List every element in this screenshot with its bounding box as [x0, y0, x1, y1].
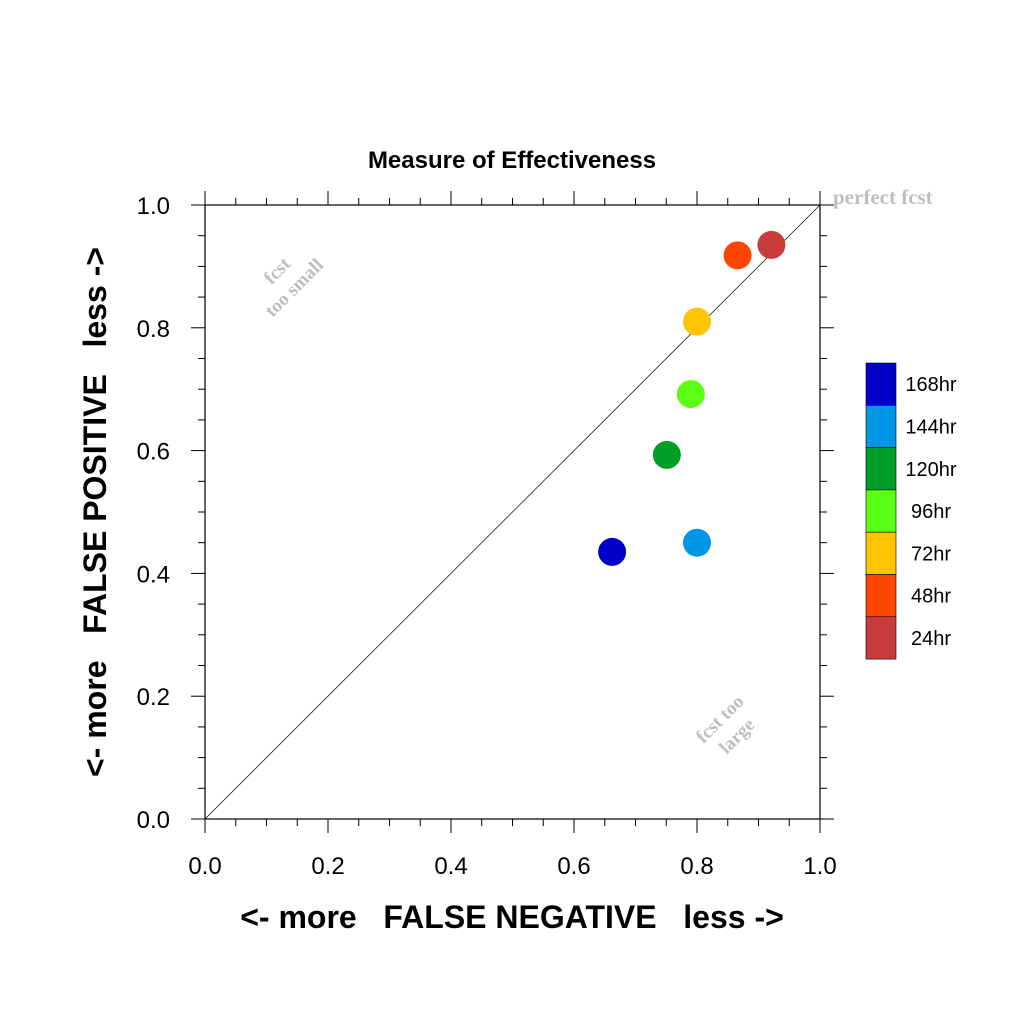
x-axis-label: <- more FALSE NEGATIVE less -> — [240, 899, 784, 935]
y-axis-label: <- more FALSE POSITIVE less -> — [77, 247, 113, 777]
data-point-48hr — [723, 241, 752, 270]
x-tick-label: 1.0 — [803, 853, 836, 880]
legend-swatch-96hr — [865, 489, 897, 533]
legend-swatch-144hr — [865, 404, 897, 448]
legend-label-120hr: 120hr — [905, 459, 956, 481]
data-point-144hr — [683, 528, 711, 557]
y-tick-label: 0.4 — [137, 561, 170, 588]
legend-swatch-48hr — [865, 574, 897, 618]
x-tick-label: 0.6 — [557, 853, 590, 880]
legend-swatch-168hr — [865, 362, 897, 406]
legend-label-96hr: 96hr — [911, 501, 951, 523]
y-tick-label: 0.8 — [137, 316, 170, 343]
legend-label-48hr: 48hr — [911, 586, 951, 608]
legend: 168hr 144hr 120hr 96hr 72hr 48hr 24hr — [865, 362, 957, 660]
data-point-72hr — [683, 307, 711, 336]
legend-swatch-120hr — [865, 447, 897, 491]
data-point-120hr — [652, 440, 681, 469]
chart-title: Measure of Effectiveness — [368, 147, 656, 174]
y-tick-label: 0.6 — [137, 439, 170, 466]
plot-area: perfect fcst 0.0 0.2 0.4 0.6 0.8 1.0 0.0 0.2 0.4 0… — [137, 185, 933, 880]
legend-swatch-72hr — [865, 531, 897, 575]
reference-line-label: perfect fcst — [833, 185, 933, 209]
x-tick-label: 0.8 — [680, 853, 713, 880]
data-point-168hr — [598, 537, 627, 566]
y-tick-label: 0.2 — [137, 684, 170, 711]
legend-label-72hr: 72hr — [911, 543, 951, 565]
y-tick-label: 1.0 — [137, 193, 170, 220]
x-tick-label: 0.4 — [434, 853, 467, 880]
legend-label-144hr: 144hr — [905, 416, 956, 438]
reference-line — [204, 204, 821, 820]
legend-swatch-24hr — [865, 616, 897, 660]
x-tick-label: 0.0 — [188, 853, 221, 880]
legend-label-168hr: 168hr — [905, 374, 956, 396]
y-tick-label: 0.0 — [137, 807, 170, 834]
data-point-96hr — [676, 380, 705, 409]
legend-label-24hr: 24hr — [911, 628, 951, 650]
data-point-24hr — [757, 230, 786, 259]
x-tick-label: 0.2 — [311, 853, 344, 880]
